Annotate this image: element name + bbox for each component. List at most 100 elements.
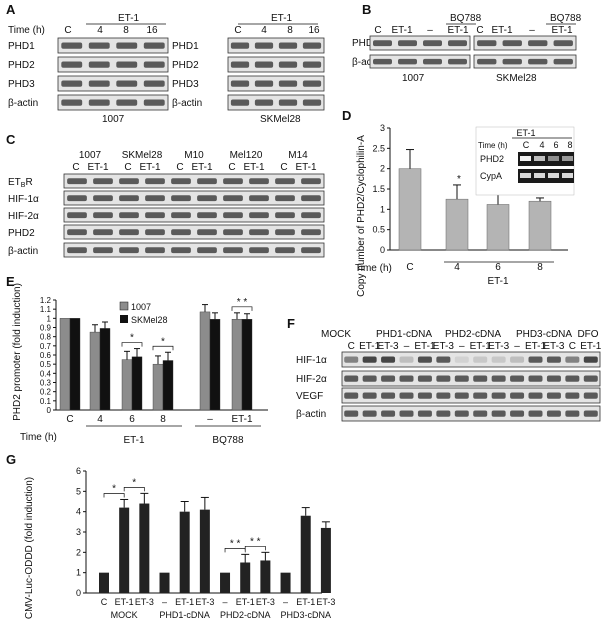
panel-f-row-3-band [565,410,580,417]
panel-d-inset-row-0: PHD2 [480,154,504,164]
panel-a-sk-1-band [254,61,274,68]
panel-f-row-0-band [362,356,377,363]
panel-a-lane-sk-2: 8 [287,25,293,36]
panel-b-phd2-1007-band [373,40,392,47]
panel-c-row-2-band [197,212,217,219]
panel-a-lane-labels-sk: C 4 8 16 [234,25,320,36]
panel-c-row-0-band [197,178,217,185]
panel-f-row-3-band [583,410,598,417]
panel-f-lane-6: – [459,341,465,352]
panel-g-sig-3: * * [250,536,261,547]
panel-b-phd2-sk-band [477,40,497,47]
panel-c-row-0-band [249,178,269,185]
panel-b-actin-sk-band [553,58,573,65]
panel-g-xtick-9: – [283,597,288,607]
panel-a-sk-2-band [278,80,298,87]
panel-f-row-0-strip [341,351,601,368]
panel-c-cellline-2: M10 [184,150,204,161]
panel-e-bar-0-5 [231,319,243,411]
panel-a-sk-1-band [302,61,322,68]
panel-a-sk-2-band [230,80,250,87]
panel-f-row-0: HIF-1α [296,355,327,366]
panel-c-cellline-labels: 1007 SKMel28 M10 Mel120 M14 [79,150,308,161]
panel-c-row-3-band [119,229,139,236]
panel-d-bar-1 [445,198,469,251]
panel-a-row-1007-2: PHD3 [8,79,35,90]
panel-f-row-3-band [473,410,488,417]
panel-c-row-0-band [301,178,321,185]
panel-f-row-2-band [344,392,359,399]
panel-g-bar-0 [99,572,109,593]
panel-a-1007-1-band [88,61,110,68]
panel-f-row-1-band [344,375,359,382]
panel-d-inset-lane-2: 6 [553,140,558,150]
panel-a-1007-1-band [61,61,83,68]
panel-g-xtick-11: ET-3 [316,597,335,607]
panel-a-1007-2-band [88,80,110,87]
panel-b-actin-1007-band [448,58,467,65]
panel-c-lane-1-1: ET-1 [139,162,161,173]
panel-a-sk-0-band [230,42,250,49]
panel-f-row-1-band [583,375,598,382]
panel-c-row-3-band [93,229,113,236]
panel-e-xtick-4: – [207,414,213,425]
panel-b-lane-7: ET-1 [551,25,573,36]
legend-1007: 1007 [131,302,151,312]
panel-b-cellline-1007: 1007 [402,73,425,84]
panel-c-row-4: β-actin [8,246,38,257]
panel-b-cellline-sk: SKMel28 [496,73,537,84]
panel-f-row-0-band [583,356,598,363]
panel-f-row-1-band [510,375,525,382]
panel-e-bars: C 4 * 6 * 8 – * * ET-1 [59,297,253,425]
panel-d-xtick-1: 4 [454,262,460,273]
panel-b-lane-3: ET-1 [447,25,469,36]
panel-d-xlabel: Time (h) [355,263,392,274]
panel-e-ytick-label-8: 0.8 [40,333,52,342]
panel-a-1007-0-strip [57,37,169,54]
panel-d-inset-band [548,156,559,161]
panel-a-blots [57,37,325,111]
panel-g-bar-7 [240,562,251,593]
panel-f-row-0-band [510,356,525,363]
panel-c-row-1-band [171,195,191,202]
panel-a-cellline-sk: SKMel28 [260,114,301,125]
panel-e-sig-2: * [130,333,134,344]
panel-b-lane-labels: C ET-1 – ET-1 C ET-1 – ET-1 [374,25,573,36]
panel-f-row-0-band [436,356,451,363]
panel-b-phd2-sk-band [528,40,548,47]
panel-f-row-labels: HIF-1α HIF-2α VEGF β-actin [296,355,327,420]
panel-g-bar-6 [220,572,231,593]
panel-c-row-0-band [93,178,113,185]
panel-e-ytick-label-2: 0.2 [40,388,52,397]
panel-e: 00.10.20.30.40.50.60.70.80.911.11.2 C 4 * 6… [12,283,268,446]
panel-c-row-2-band [119,212,139,219]
panel-b-row-actin: β-actin [352,57,382,68]
panel-a-1007-3-band [143,99,165,106]
panel-a-row-labels-1007: PHD1 PHD2 PHD3 β-actin [8,41,38,109]
panel-c-row-1-band [275,195,295,202]
panel-c-row-2-band [93,212,113,219]
panel-e-ylabel: PHD2 promoter (fold induction) [12,283,23,421]
panel-e-ytick-label-0: 0 [47,406,52,415]
panel-g-bar-1 [119,507,130,593]
panel-c-row-3-band [301,229,321,236]
panel-d-ytick-label-1: 0.5 [372,225,385,235]
panel-c-row-4-band [145,247,165,254]
panel-a-1007-0-band [116,42,138,49]
panel-b-phd2-sk-band [502,40,522,47]
panel-f-group-labels: MOCK PHD1-cDNA PHD2-cDNA PHD3-cDNA DFO [321,329,599,340]
panel-e-sig-3: * [161,336,165,347]
panel-c-row-0-band [223,178,243,185]
panel-c-row-2-band [301,212,321,219]
panel-c-row-3: PHD2 [8,228,35,239]
panel-c-row-3-band [67,229,87,236]
panel-a-row-sk-0: PHD1 [172,41,199,52]
panel-f-lane-3: – [404,341,410,352]
panel-d-ytick-label-3: 1.5 [372,184,385,194]
panel-c-lane-3-1: ET-1 [243,162,265,173]
panel-a-1007-2-strip [57,75,169,92]
panel-g-xtick-3: – [162,597,167,607]
panel-f-row-1-band [546,375,561,382]
panel-e-letter: E [6,274,15,289]
